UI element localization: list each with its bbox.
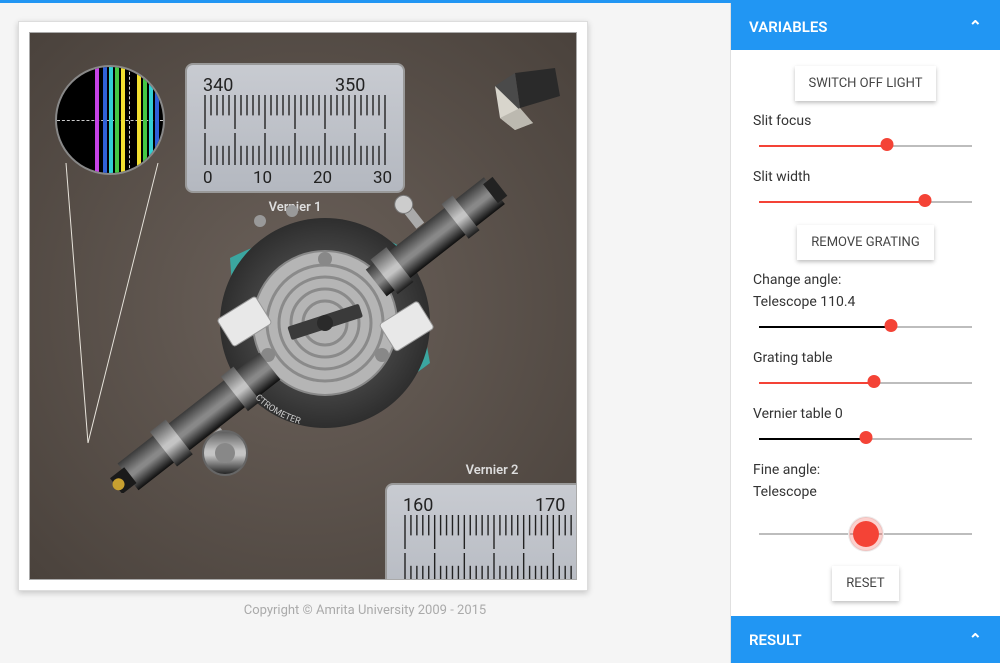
sim-canvas-wrapper: 340 350 0 10 20 30 Vernier 1	[18, 21, 588, 591]
telescope-angle-slider[interactable]	[759, 324, 972, 330]
vernier-table-slider[interactable]	[759, 436, 972, 442]
copyright: Copyright © Amrita University 2009 - 201…	[18, 603, 712, 618]
main-area: 340 350 0 10 20 30 Vernier 1	[0, 3, 730, 663]
telescope-angle-label: Telescope 110.4	[753, 294, 978, 310]
fine-telescope-slider[interactable]	[759, 514, 972, 554]
vernier2-main-right: 170	[535, 495, 565, 516]
sim-canvas[interactable]: 340 350 0 10 20 30 Vernier 1	[29, 32, 577, 580]
fine-angle-label: Fine angle:	[753, 462, 978, 478]
grating-table-slider[interactable]	[759, 380, 972, 386]
variables-panel-body: SWITCH OFF LIGHT Slit focus Slit width R…	[731, 50, 1000, 616]
slit-focus-label: Slit focus	[753, 113, 978, 129]
chevron-up-icon: ⌃	[969, 17, 982, 36]
result-title: RESULT	[749, 631, 802, 649]
spectral-line	[163, 67, 165, 173]
vernier2-label: Vernier 2	[466, 463, 519, 478]
spectral-line	[155, 67, 159, 173]
slit-focus-slider[interactable]	[759, 143, 972, 149]
spectral-line	[95, 67, 99, 173]
vernier1-main-right: 350	[335, 75, 365, 96]
slit-width-slider[interactable]	[759, 199, 972, 205]
spectral-line	[121, 67, 125, 173]
eyepiece-view	[55, 65, 165, 175]
vernier2-main-left: 160	[403, 495, 433, 516]
spectral-line	[115, 67, 119, 173]
spectral-line	[103, 67, 107, 173]
remove-grating-button[interactable]: REMOVE GRATING	[797, 225, 933, 260]
spectral-line	[109, 67, 113, 173]
spectral-line	[149, 67, 153, 173]
variables-panel-header[interactable]: VARIABLES ⌃	[731, 3, 1000, 50]
spectrometer[interactable]: CTROMETER	[60, 163, 540, 493]
fine-telescope-label: Telescope	[753, 484, 978, 500]
reset-button[interactable]: RESET	[832, 566, 898, 601]
variables-title: VARIABLES	[749, 18, 827, 36]
chevron-up-icon: ⌃	[969, 630, 982, 649]
switch-light-button[interactable]: SWITCH OFF LIGHT	[795, 66, 937, 101]
change-angle-label: Change angle:	[753, 272, 978, 288]
grating-table-label: Grating table	[753, 350, 978, 366]
sidebar: VARIABLES ⌃ SWITCH OFF LIGHT Slit focus …	[730, 3, 1000, 663]
vernier-table-label: Vernier table 0	[753, 406, 978, 422]
spectral-line	[137, 67, 141, 173]
spectral-line	[143, 67, 147, 173]
vernier1-main-left: 340	[203, 75, 233, 96]
result-panel-header[interactable]: RESULT ⌃	[731, 616, 1000, 663]
slit-width-label: Slit width	[753, 169, 978, 185]
light-source	[485, 68, 575, 133]
vernier2-display: 160 170 0 10 20 30	[385, 483, 577, 580]
